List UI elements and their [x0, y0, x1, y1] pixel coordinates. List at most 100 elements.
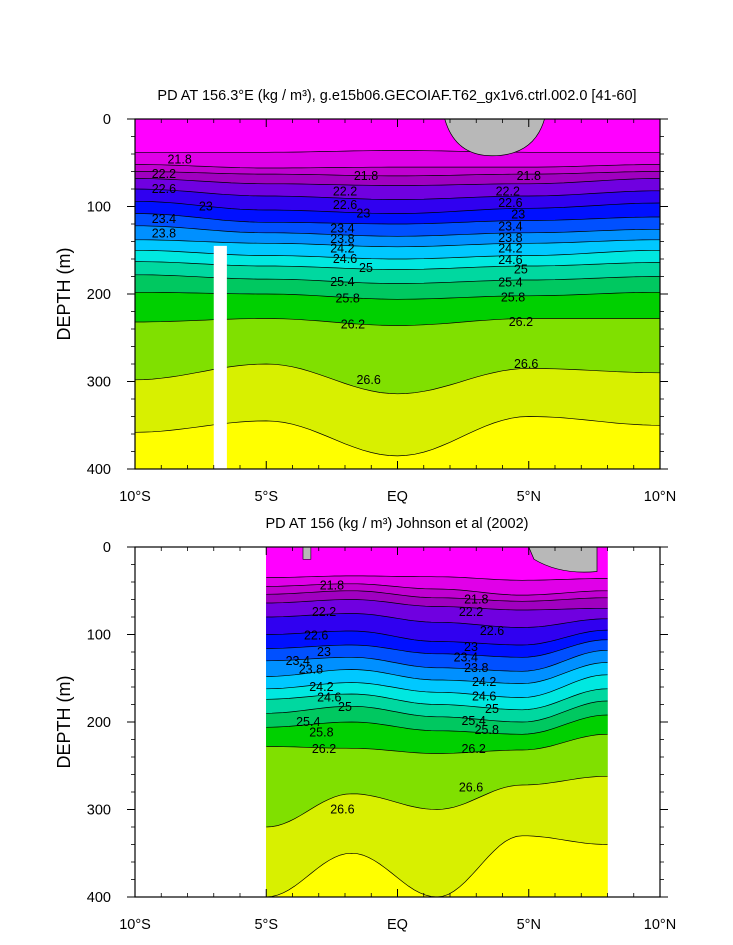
- contour-label: 22.2: [496, 185, 520, 199]
- y-tick-label: 100: [87, 628, 111, 644]
- axis-ticks-bottom: 10°S 5°S EQ 5°N 10°N 0 100 200 300 400: [87, 540, 676, 933]
- contour-label: 26.2: [312, 742, 336, 756]
- contour-label: 23.4: [454, 650, 478, 664]
- contour-label: 21.8: [517, 169, 541, 183]
- contour-label: 26.2: [509, 315, 533, 329]
- plot-area-top: [135, 119, 660, 469]
- chart-title-bottom: PD AT 156 (kg / m³) Johnson et al (2002): [265, 516, 528, 532]
- contour-line: [266, 599, 608, 611]
- contour-label: 23: [199, 200, 213, 214]
- contour-labels-top: 21.821.8 21.822.222.62323.423.822.222.623…: [152, 152, 541, 387]
- contour-label: 23: [356, 207, 370, 221]
- y-axis-label-bottom: DEPTH (m): [54, 676, 74, 769]
- contour-line: [135, 200, 660, 214]
- contour-label: 25.8: [501, 291, 525, 305]
- contour-label: 23.4: [330, 221, 354, 235]
- contour-label: 25: [485, 702, 499, 716]
- contour-line: [266, 700, 608, 723]
- contour-line: [266, 674, 608, 698]
- y-tick-label: 0: [103, 540, 111, 556]
- contour-label: 23: [464, 640, 478, 654]
- contour-label: 22.2: [152, 167, 176, 181]
- contour-label: 22.6: [480, 624, 504, 638]
- contour-line: [266, 613, 608, 628]
- chart-title-top: PD AT 156.3°E (kg / m³), g.e15b06.GECOIA…: [157, 88, 636, 104]
- contour-label: 26.6: [330, 803, 354, 817]
- y-tick-label: 400: [87, 890, 111, 906]
- x-tick-label: 10°S: [119, 917, 151, 933]
- y-tick-label: 100: [87, 200, 111, 216]
- contour-line: [266, 649, 608, 672]
- contour-label: 23: [317, 645, 331, 659]
- contour-line: [135, 171, 660, 177]
- contour-label: 24.2: [330, 242, 354, 256]
- contour-label: 24.6: [472, 690, 496, 704]
- contour-label: 23.8: [299, 663, 323, 677]
- contour-line: [135, 164, 660, 169]
- contour-line: [266, 590, 608, 602]
- contour-label: 23.8: [330, 232, 354, 246]
- contour-label: 22.2: [459, 605, 483, 619]
- contour-label: 23.4: [498, 220, 522, 234]
- y-tick-label: 200: [87, 715, 111, 731]
- missing-data-gap: [213, 245, 227, 469]
- x-tick-label: 5°N: [517, 917, 541, 933]
- contour-line: [135, 150, 660, 153]
- contour-label: 24.2: [472, 675, 496, 689]
- x-tick-label: 10°S: [119, 489, 151, 505]
- contour-label: 25.4: [296, 715, 320, 729]
- contour-line: [135, 188, 660, 200]
- contour-line: [266, 639, 608, 658]
- contour-label: 25.4: [498, 276, 522, 290]
- contour-line: [266, 662, 608, 684]
- x-tick-label: 10°N: [644, 917, 676, 933]
- contour-label: 26.2: [461, 742, 485, 756]
- contour-label: 23.8: [152, 227, 176, 241]
- contour-label: 21.8: [354, 169, 378, 183]
- y-tick-label: 0: [103, 112, 111, 128]
- contour-label: 21.8: [167, 152, 191, 166]
- contour-label: 22.2: [312, 605, 336, 619]
- contour-line: [266, 575, 608, 581]
- contour-lines-bottom: [266, 575, 608, 897]
- x-tick-label: 5°N: [517, 489, 541, 505]
- contour-line: [266, 775, 608, 828]
- contour-label: 22.2: [333, 185, 357, 199]
- contour-label: 23.8: [464, 661, 488, 675]
- contour-line: [135, 178, 660, 186]
- contour-label: 24.2: [498, 242, 522, 256]
- contour-label: 21.8: [464, 593, 488, 607]
- y-tick-label: 200: [87, 287, 111, 303]
- contour-label: 25: [514, 263, 528, 277]
- contour-line: [266, 688, 608, 711]
- contour-label: 25: [359, 261, 373, 275]
- contour-label: 25.8: [335, 291, 359, 305]
- contour-label: 26.6: [514, 357, 538, 371]
- contour-label: 21.8: [320, 579, 344, 593]
- contour-line: [135, 213, 660, 225]
- missing-data-patch: [302, 547, 312, 560]
- density-band: [135, 150, 660, 169]
- missing-data-bottom: [302, 547, 598, 573]
- contour-line: [266, 733, 608, 754]
- contour-label: 22.6: [333, 198, 357, 212]
- missing-data-top: [213, 119, 545, 469]
- contour-label: 22.6: [498, 196, 522, 210]
- contour-line: [266, 629, 608, 646]
- contour-label: 22.6: [304, 628, 328, 642]
- contour-label: 25.8: [475, 723, 499, 737]
- contour-label: 24.6: [317, 691, 341, 705]
- x-tick-label: EQ: [387, 489, 408, 505]
- contour-line: [135, 225, 660, 237]
- contour-label: 24.2: [309, 680, 333, 694]
- contour-label: 22.6: [152, 182, 176, 196]
- x-tick-label: 5°S: [254, 917, 278, 933]
- contour-label: 24.6: [333, 252, 357, 266]
- contour-label: 26.6: [459, 781, 483, 795]
- contour-label: 25.4: [461, 714, 485, 728]
- x-tick-label: EQ: [387, 917, 408, 933]
- contour-label: 23.8: [498, 231, 522, 245]
- axis-ticks-top: 10°S 5°S EQ 5°N 10°N 0 100 200 300 400: [87, 112, 676, 505]
- contour-line: [266, 835, 608, 897]
